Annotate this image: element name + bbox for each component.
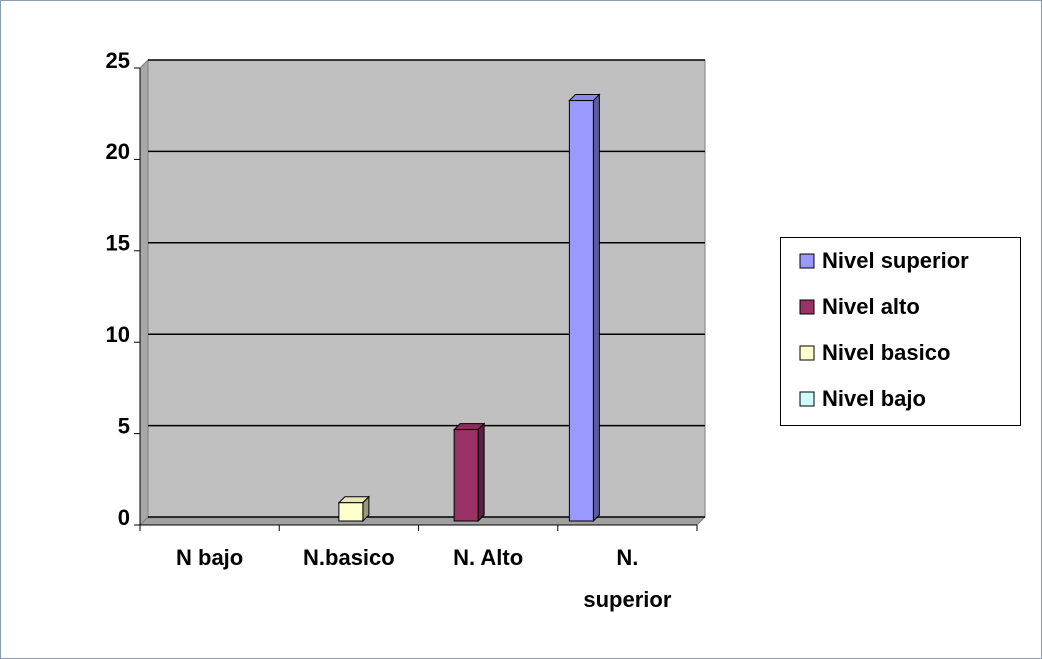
bar-front xyxy=(453,429,479,522)
legend-swatch xyxy=(799,345,815,361)
legend-swatch xyxy=(799,299,815,315)
legend xyxy=(780,237,1021,426)
y-tick-label: 10 xyxy=(106,322,130,347)
bar xyxy=(568,93,601,523)
legend-swatch xyxy=(799,391,815,407)
x-tick-label: N. Alto xyxy=(453,545,523,570)
y-tick-label: 25 xyxy=(106,48,130,73)
x-tick-label-line: superior xyxy=(583,587,671,612)
legend-label: Nivel superior xyxy=(822,248,969,273)
bar-front xyxy=(338,502,364,522)
x-tick-label-line: N. xyxy=(616,545,638,570)
bar xyxy=(452,422,486,523)
bar xyxy=(337,495,371,523)
y-tick-label: 15 xyxy=(106,231,130,256)
legend-label: Nivel bajo xyxy=(822,386,926,411)
x-tick-label: N bajo xyxy=(176,545,243,570)
legend-swatch xyxy=(799,253,815,269)
y-tick-label: 0 xyxy=(118,505,130,530)
x-tick-label: N.basico xyxy=(303,545,395,570)
bar-front xyxy=(568,100,594,522)
legend-label: Nivel alto xyxy=(822,294,920,319)
y-tick-label: 20 xyxy=(106,139,130,164)
x-tick-label: N. superior xyxy=(583,545,671,612)
side-wall xyxy=(139,58,149,527)
y-tick-label: 5 xyxy=(118,413,130,438)
bar-side xyxy=(592,93,600,523)
bar-side xyxy=(477,422,485,523)
legend-label: Nivel basico xyxy=(822,340,950,365)
floor xyxy=(138,516,707,526)
back-wall xyxy=(147,59,706,518)
